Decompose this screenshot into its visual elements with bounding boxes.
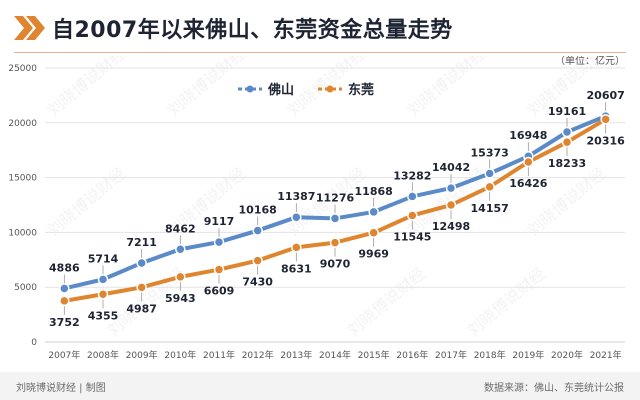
- x-tick-label: 2008年: [87, 349, 119, 361]
- data-label-foshan: 7211: [126, 236, 157, 249]
- double-chevron-icon: [14, 16, 45, 40]
- data-point-foshan: [329, 213, 341, 224]
- data-label-foshan: 10168: [239, 204, 277, 217]
- data-label-dongguan: 3752: [49, 316, 80, 329]
- legend-label: 佛山: [267, 82, 294, 98]
- data-point-dongguan: [484, 181, 495, 193]
- data-point-foshan: [484, 168, 495, 179]
- x-tick-label: 2016年: [396, 349, 428, 361]
- data-label-foshan: 8462: [165, 222, 196, 235]
- data-point-foshan: [175, 244, 186, 255]
- x-tick-label: 2010年: [164, 349, 196, 361]
- footer-credit: 刘晓博说财经 | 制图: [16, 383, 106, 394]
- y-tick-label: 5000: [14, 283, 37, 293]
- title-divider: [14, 52, 626, 53]
- y-tick-label: 10000: [8, 228, 37, 238]
- x-tick-label: 2018年: [474, 349, 506, 361]
- data-label-foshan: 9117: [204, 215, 235, 228]
- x-tick-label: 2011年: [203, 349, 235, 361]
- x-tick-label: 2012年: [242, 349, 274, 361]
- data-label-foshan: 13282: [393, 169, 431, 182]
- footer-source: 数据来源：佛山、东莞统计公报: [484, 383, 624, 394]
- data-point-foshan: [59, 283, 70, 294]
- data-point-dongguan: [368, 227, 379, 238]
- x-tick-label: 2013年: [280, 349, 312, 361]
- y-tick-label: 0: [31, 338, 37, 348]
- data-point-foshan: [252, 225, 263, 236]
- data-point-foshan: [368, 206, 379, 218]
- watermark-text: 刘晓博说财经: [464, 264, 550, 340]
- data-point-dongguan: [213, 264, 225, 275]
- data-label-foshan: 11868: [355, 185, 393, 198]
- x-tick-label: 2007年: [48, 349, 80, 361]
- data-label-dongguan: 18233: [548, 157, 586, 170]
- data-label-dongguan: 4355: [88, 309, 119, 322]
- data-label-foshan: 20607: [587, 89, 625, 102]
- data-point-dongguan: [291, 242, 302, 253]
- data-label-dongguan: 11545: [393, 230, 431, 243]
- data-point-foshan: [407, 191, 418, 202]
- page-title: 自2007年以来佛山、东莞资金总量走势: [52, 18, 453, 43]
- data-point-dongguan: [523, 156, 534, 168]
- data-point-dongguan: [407, 210, 418, 221]
- data-point-foshan: [213, 236, 225, 248]
- watermark-text: 刘晓博说财经: [44, 164, 130, 240]
- data-point-dongguan: [136, 282, 147, 293]
- legend-label: 东莞: [348, 82, 374, 98]
- data-label-dongguan: 9070: [320, 258, 351, 271]
- data-label-foshan: 11276: [316, 191, 355, 204]
- watermark-text: 刘晓博说财经: [524, 164, 610, 240]
- data-label-dongguan: 16426: [509, 177, 548, 190]
- data-label-dongguan: 4987: [126, 302, 157, 315]
- data-point-foshan: [136, 257, 147, 269]
- y-tick-label: 15000: [8, 174, 37, 184]
- x-tick-label: 2019年: [512, 349, 544, 361]
- x-tick-label: 2017年: [435, 349, 467, 361]
- watermark-text: 刘晓博说财经: [404, 56, 490, 120]
- data-label-dongguan: 20316: [587, 134, 626, 147]
- data-label-dongguan: 9969: [358, 248, 389, 261]
- data-point-foshan: [97, 274, 109, 285]
- data-label-dongguan: 5943: [165, 292, 196, 305]
- data-label-foshan: 15373: [471, 147, 509, 160]
- x-tick-label: 2020年: [551, 349, 583, 361]
- data-label-foshan: 4886: [49, 261, 80, 274]
- watermark-text: 刘晓博说财经: [164, 56, 250, 120]
- data-point-dongguan: [97, 289, 109, 300]
- y-tick-label: 20000: [8, 119, 37, 129]
- data-label-dongguan: 12498: [432, 220, 470, 233]
- x-tick-label: 2014年: [319, 349, 351, 361]
- y-tick-label: 25000: [8, 64, 37, 74]
- data-point-foshan: [561, 126, 573, 138]
- chart-header: 自2007年以来佛山、东莞资金总量走势: [0, 0, 640, 56]
- data-label-dongguan: 14157: [471, 202, 509, 215]
- data-point-dongguan: [175, 271, 186, 283]
- data-point-dongguan: [252, 255, 263, 266]
- data-label-foshan: 19161: [548, 105, 586, 118]
- data-label-foshan: 16948: [509, 129, 547, 142]
- data-point-dongguan: [561, 136, 573, 148]
- data-label-dongguan: 7430: [242, 276, 273, 289]
- data-point-dongguan: [600, 114, 611, 125]
- data-label-dongguan: 6609: [204, 285, 235, 298]
- data-label-foshan: 14042: [432, 161, 470, 174]
- line-chart: 刘晓博说财经刘晓博说财经刘晓博说财经刘晓博说财经刘晓博说财经刘晓博说财经刘晓博说…: [8, 56, 626, 361]
- data-point-foshan: [445, 182, 457, 194]
- x-tick-label: 2009年: [126, 349, 158, 361]
- x-tick-label: 2015年: [358, 349, 390, 361]
- x-tick-label: 2021年: [590, 349, 622, 361]
- data-label-foshan: 5714: [88, 252, 119, 265]
- unit-label: （单位：亿元）: [555, 56, 625, 67]
- data-point-foshan: [291, 211, 302, 223]
- legend-swatch-marker: [326, 85, 334, 93]
- data-point-dongguan: [59, 295, 70, 307]
- footer-bar: 刘晓博说财经 | 制图 数据来源：佛山、东莞统计公报: [0, 372, 640, 400]
- watermark-text: 刘晓博说财经: [344, 264, 430, 340]
- data-label-dongguan: 8631: [281, 262, 312, 275]
- watermark-text: 刘晓博说财经: [44, 56, 130, 120]
- data-point-dongguan: [329, 237, 341, 248]
- data-label-foshan: 11387: [277, 190, 315, 203]
- data-point-dongguan: [445, 199, 457, 211]
- legend-swatch-marker: [246, 85, 254, 93]
